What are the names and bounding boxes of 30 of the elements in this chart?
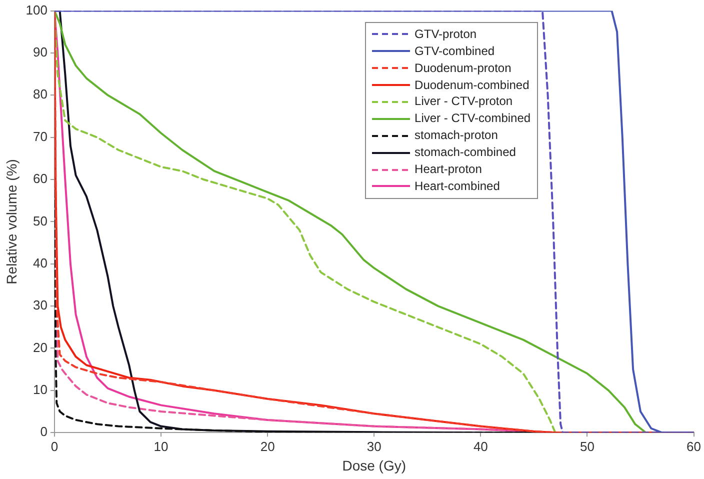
y-tick-label: 60 (33, 171, 48, 186)
y-tick-label: 10 (33, 382, 48, 397)
legend-label: Liver - CTV-combined (414, 110, 531, 128)
legend-label: stomach-proton (414, 127, 498, 144)
y-tick-label: 50 (33, 213, 48, 228)
x-tick-label: 30 (366, 438, 382, 454)
x-tick-label: 50 (580, 438, 594, 454)
legend-label: Heart-proton (414, 161, 482, 178)
x-tick-label: 20 (260, 438, 275, 454)
x-tick-label: 0 (50, 438, 58, 454)
legend-label: Duodenum-proton (414, 60, 512, 77)
y-tick-label: 70 (33, 128, 48, 144)
x-tick-label: 60 (686, 438, 702, 454)
y-axis-title: Relative volume (%) (3, 159, 20, 284)
y-tick-label: 40 (33, 255, 48, 270)
x-tick-label: 40 (473, 438, 488, 454)
x-tick-label: 10 (154, 438, 168, 454)
legend-label: GTV-proton (414, 26, 477, 43)
legend-label: Duodenum-combined (414, 76, 530, 94)
legend-label: stomach-combined (414, 144, 516, 162)
y-tick-label: 100 (26, 2, 48, 18)
legend-label: GTV-combined (414, 42, 495, 60)
y-tick-label: 90 (33, 44, 48, 60)
x-axis-title: Dose (Gy) (342, 457, 406, 474)
y-tick-label: 30 (33, 298, 48, 313)
legend-label: Heart-combined (414, 178, 500, 195)
y-tick-label: 0 (40, 424, 48, 440)
legend-label: Liver - CTV-proton (414, 93, 513, 110)
y-tick-label: 20 (33, 340, 48, 355)
y-tick-label: 80 (33, 86, 48, 102)
